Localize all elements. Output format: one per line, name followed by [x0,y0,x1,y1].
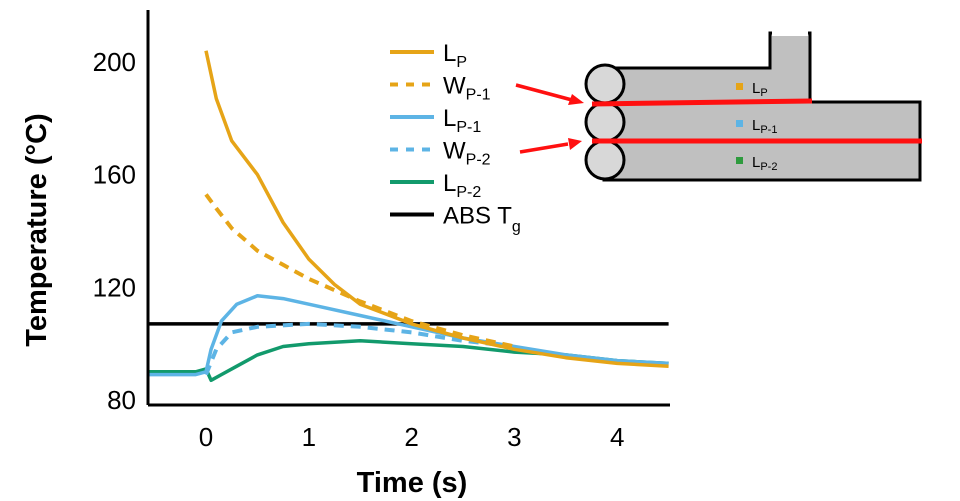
weld-line-upper [591,98,813,107]
series-line-wp-1 [204,193,515,349]
x-tick-label: 0 [199,422,213,452]
legend-label: WP-2 [443,138,491,169]
legend-label: LP-1 [443,105,481,136]
y-tick-label: 120 [93,272,136,302]
arrow-head [568,94,584,105]
legend-label: WP-1 [443,73,491,104]
arrow-wp2 [519,142,569,154]
series-line-lp-1 [149,294,669,377]
nozzle-top [772,30,808,36]
legend-label: LP-2 [443,170,481,201]
filament-cross-section [584,63,626,105]
sensor-marker [736,83,743,90]
layer-schematic-inset: LP LP-1 LP-2 [515,30,922,182]
arrow-head [568,138,582,150]
arrow-wp1 [515,83,573,102]
y-tick-label: 160 [93,160,136,190]
sensor-label: LP-2 [752,154,777,173]
series-line-lp [204,50,669,368]
x-tick-label: 4 [610,422,624,452]
x-tick-label: 3 [507,422,521,452]
series-lines [147,50,669,383]
x-tick-label: 2 [404,422,418,452]
legend-label: LP [443,40,467,71]
legend-label: ABS Tg [443,203,521,236]
filament-cross-section [584,101,626,143]
series-line-wp-2 [204,321,515,376]
sensor-label: LP [752,80,768,99]
y-tick-label: 200 [93,47,136,77]
sensor-label: LP-1 [752,117,777,136]
sensor-marker [736,120,743,127]
filament-cross-section [584,139,626,181]
sensor-marker [736,157,743,164]
y-axis-label: Temperature (°C) [21,113,53,346]
layer-body [602,31,922,182]
y-tick-label: 80 [107,385,136,415]
x-tick-label: 1 [302,422,316,452]
axes: 0 1 2 3 4 80 120 160 200 [93,10,670,452]
x-axis-label: Time (s) [357,467,468,499]
